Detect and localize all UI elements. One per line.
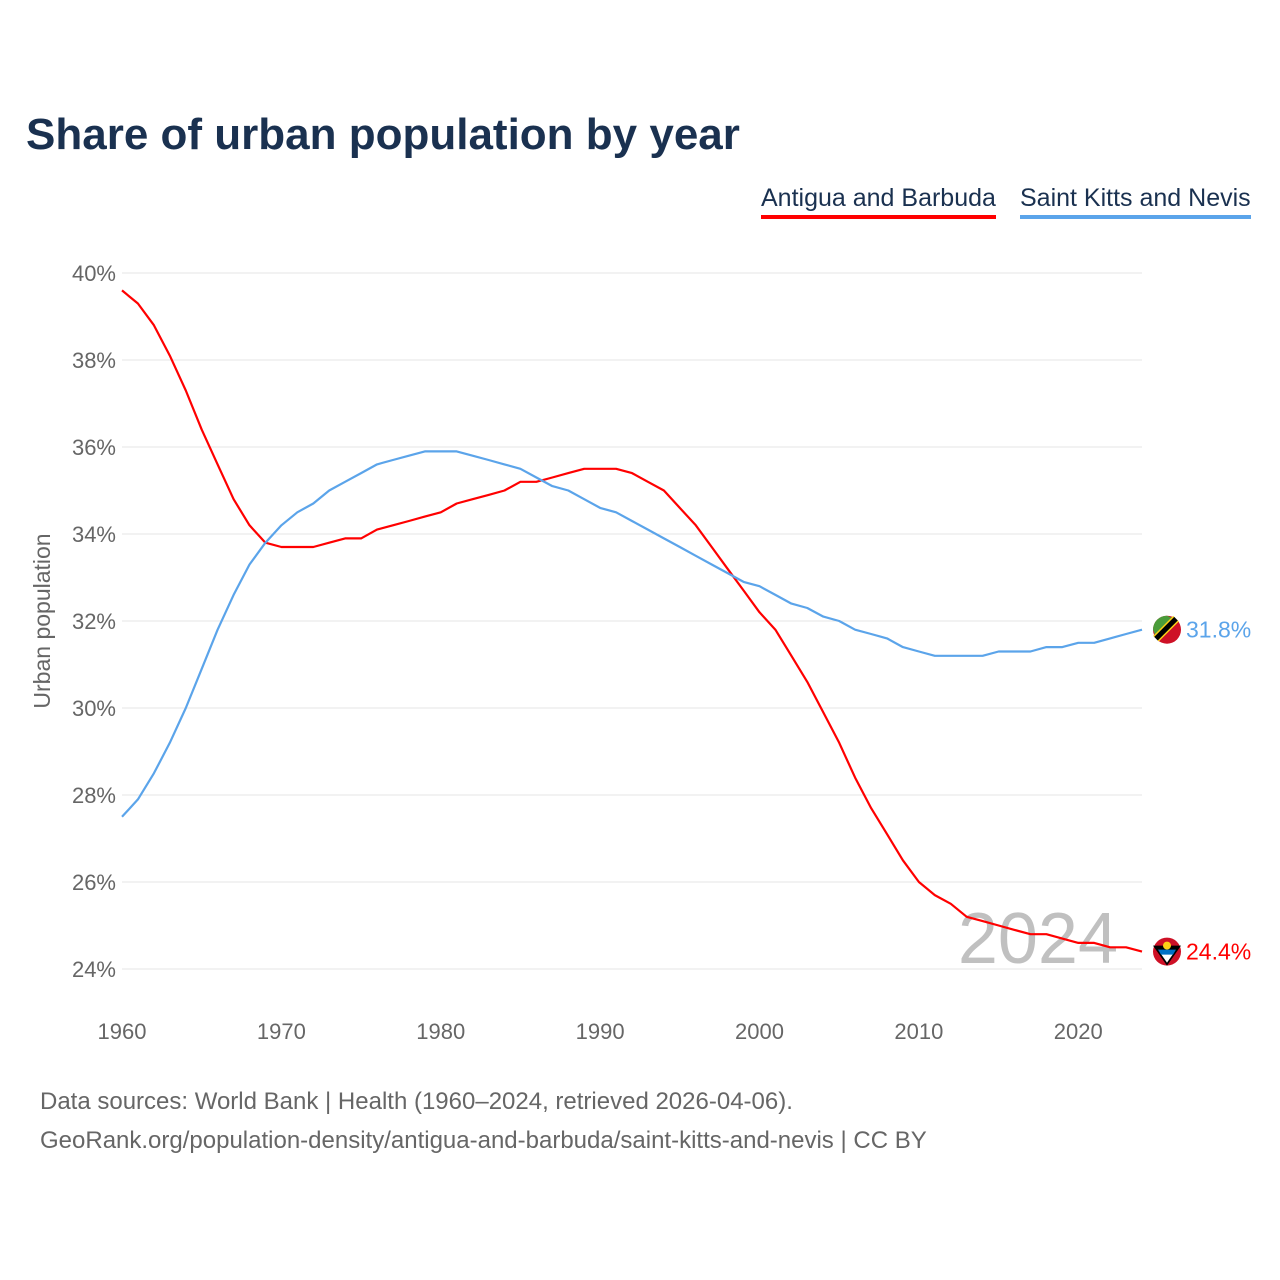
footer-sources: Data sources: World Bank | Health (1960–… <box>40 1088 793 1115</box>
flag-black <box>1154 616 1178 641</box>
x-tick-label: 2010 <box>894 1019 943 1044</box>
line-chart: 24% 26% 28% 30% 32% 34% 36% 38% 40% 1960 1970 1980 1… <box>29 261 1251 1044</box>
y-axis-label: Urban population <box>29 533 55 708</box>
x-tick-label: 2020 <box>1054 1019 1103 1044</box>
year-watermark: 2024 <box>958 899 1118 979</box>
end-value-label: 24.4% <box>1186 939 1251 965</box>
y-tick-label: 40% <box>72 261 116 286</box>
y-tick-label: 38% <box>72 348 116 373</box>
y-tick-label: 30% <box>72 696 116 721</box>
y-tick-label: 36% <box>72 435 116 460</box>
x-tick-label: 1990 <box>576 1019 625 1044</box>
y-tick-label: 26% <box>72 870 116 895</box>
antigua-flag-icon <box>1153 937 1181 966</box>
legend-saint-kitts-and-nevis[interactable]: Saint Kitts and Nevis <box>1020 184 1251 219</box>
series-line-antigua-and-barbuda <box>121 289 1143 953</box>
x-tick-label: 1970 <box>257 1019 306 1044</box>
x-tick-label: 1960 <box>98 1019 147 1044</box>
saint-kitts-flag-icon <box>1153 615 1181 644</box>
end-value-label: 31.8% <box>1186 617 1251 643</box>
y-tick-label: 24% <box>72 957 116 982</box>
chart-title: Share of urban population by year <box>26 110 740 159</box>
flag-blue <box>1158 949 1176 955</box>
legend-antigua-and-barbuda[interactable]: Antigua and Barbuda <box>761 184 996 219</box>
y-tick-label: 28% <box>72 783 116 808</box>
flag-white <box>1160 952 1174 963</box>
x-tick-label: 1980 <box>416 1019 465 1044</box>
y-tick-label: 32% <box>72 609 116 634</box>
y-tick-label: 34% <box>72 522 116 547</box>
x-tick-label: 2000 <box>735 1019 784 1044</box>
footer-link[interactable]: GeoRank.org/population-density/antigua-a… <box>40 1127 927 1154</box>
series-line-saint-kitts-and-nevis <box>121 450 1143 818</box>
flag-sun <box>1163 941 1171 950</box>
